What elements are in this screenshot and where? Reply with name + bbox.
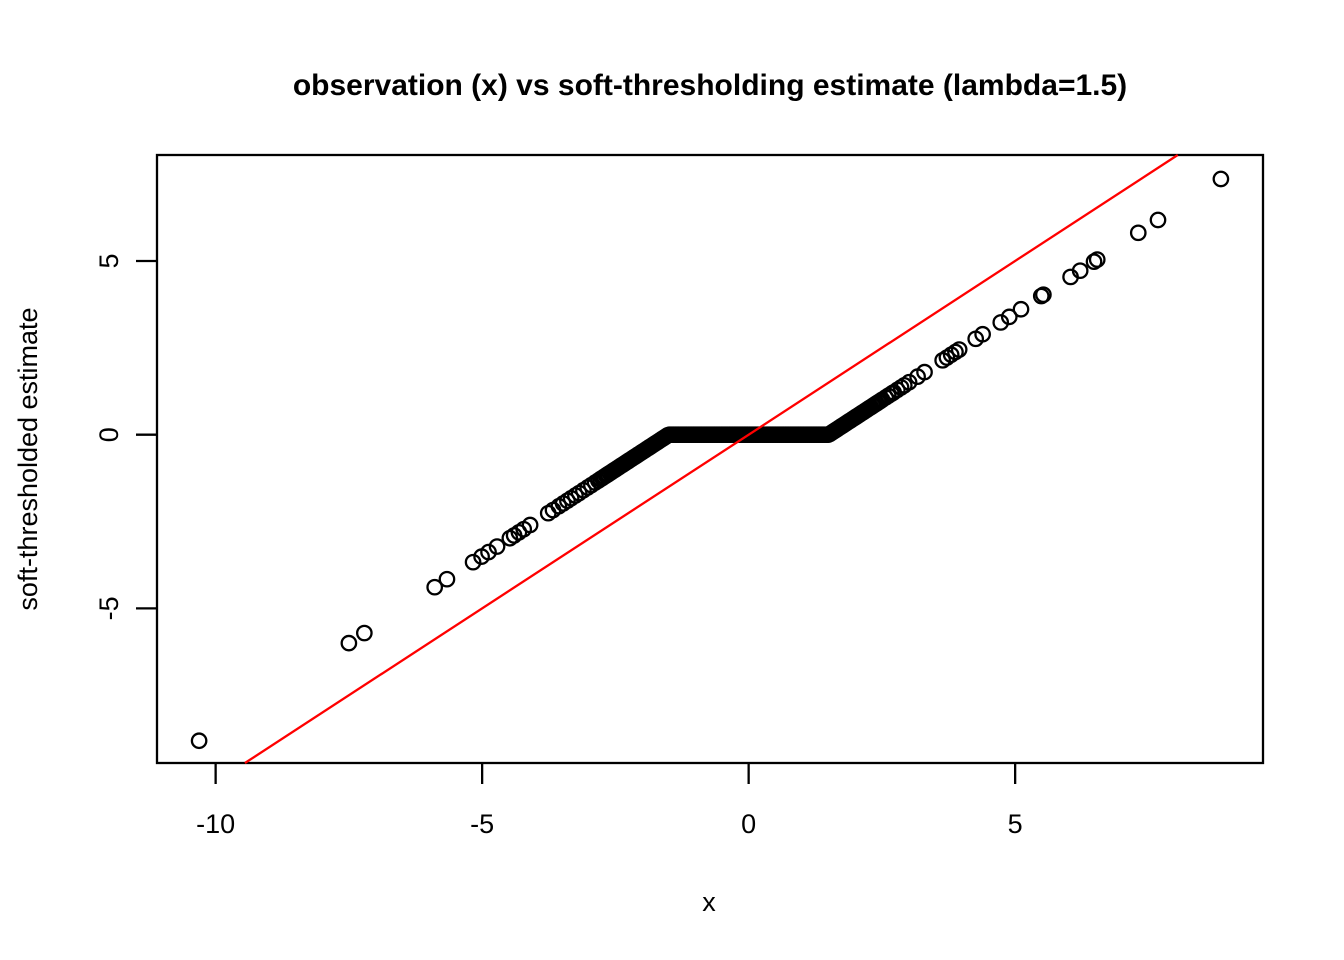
data-point <box>947 343 964 361</box>
data-point <box>1000 308 1018 326</box>
data-point <box>1212 170 1230 188</box>
data-point <box>190 732 208 750</box>
data-point <box>464 553 482 571</box>
plot-border <box>155 153 1265 765</box>
data-point <box>1035 286 1052 304</box>
identity-line <box>244 154 1179 764</box>
data-point <box>355 624 373 642</box>
y-tick-label: 5 <box>94 253 124 268</box>
data-point <box>1012 300 1030 318</box>
data-point <box>900 373 918 391</box>
data-point <box>480 543 497 561</box>
y-axis-label: soft-thresholded estimate <box>13 307 43 610</box>
data-point <box>521 516 539 534</box>
data-point <box>916 363 933 381</box>
data-point <box>992 314 1010 331</box>
y-tick-label: -5 <box>94 596 124 620</box>
y-tick-label: 0 <box>94 427 124 442</box>
plot-dynamic-layer: -10 -5 0 5 -5 0 5 <box>94 153 1265 839</box>
chart-title: observation (x) vs soft-thresholding est… <box>293 69 1127 102</box>
data-point <box>1088 251 1106 268</box>
data-point <box>1129 224 1147 242</box>
data-point <box>1071 262 1089 280</box>
data-point <box>438 570 456 588</box>
data-point <box>1085 253 1103 271</box>
data-point <box>426 578 444 596</box>
data-point <box>950 341 968 358</box>
data-point <box>974 325 991 343</box>
x-tick-label: -10 <box>196 809 235 839</box>
data-point <box>340 634 358 652</box>
x-tick-label: 5 <box>1008 809 1023 839</box>
data-point <box>488 538 506 555</box>
data-point <box>1149 211 1167 229</box>
x-tick-label: 0 <box>741 809 756 839</box>
x-tick-label: -5 <box>470 809 494 839</box>
x-axis-label: x <box>702 887 716 917</box>
